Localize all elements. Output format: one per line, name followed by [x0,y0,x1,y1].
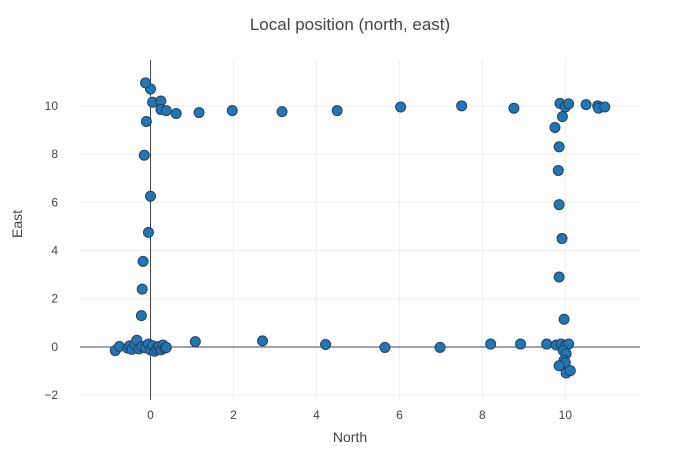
y-tick-label: 6 [51,195,58,209]
y-tick-label: 0 [51,340,58,354]
scatter-point [485,338,497,350]
scatter-point [508,102,520,114]
scatter-point [160,105,172,117]
scatter-point [257,335,269,347]
x-tick-label: 8 [479,408,486,422]
y-gridlines [80,105,640,396]
x-tick-label: 2 [230,408,237,422]
y-tick-label: 2 [51,292,58,306]
y-tick-labels: −2 0 2 4 6 8 10 [44,99,58,402]
scatter-point [276,106,288,118]
scatter-point [599,101,611,113]
scatter-point [553,199,565,211]
scatter-point [140,77,152,89]
y-tick-label: 8 [51,147,58,161]
scatter-point [135,310,147,322]
scatter-point [395,101,407,113]
scatter-point [193,107,205,119]
scatter-point [553,271,565,283]
scatter-point [226,105,238,117]
scatter-point [553,141,565,153]
x-axis-title: North [333,429,367,445]
scatter-point [189,336,201,348]
scatter-point [331,105,343,117]
x-tick-labels: 0 2 4 6 8 10 [147,408,572,422]
scatter-point [552,164,564,176]
x-tick-label: 0 [147,408,154,422]
x-tick-label: 10 [559,408,573,422]
scatter-point [549,122,561,134]
scatter-point [456,100,468,112]
x-tick-label: 6 [396,408,403,422]
scatter-point [515,338,527,350]
scatter-point [136,283,148,295]
scatter-point [434,341,446,353]
scatter-point [556,232,568,244]
scatter-point [541,338,553,350]
y-tick-label: −2 [44,388,58,402]
scatter-point [320,339,332,351]
data-points [109,77,611,379]
scatter-point [140,115,152,127]
y-tick-label: 4 [51,243,58,257]
y-tick-label: 10 [45,99,59,113]
scatter-point [170,108,182,120]
scatter-point [145,190,157,202]
scatter-point [137,255,149,267]
scatter-point [564,365,576,377]
scatter-point [556,111,568,123]
chart-title: Local position (north, east) [250,15,450,34]
scatter-point [558,313,570,325]
scatter-point [563,98,575,110]
scatter-point [142,226,154,238]
scatter-point [160,341,172,353]
scatter-point [580,99,592,111]
x-tick-label: 4 [313,408,320,422]
y-axis-title: East [9,210,25,238]
scatter-point [138,149,150,161]
scatter-point [379,341,391,353]
scatter-point [553,360,565,372]
